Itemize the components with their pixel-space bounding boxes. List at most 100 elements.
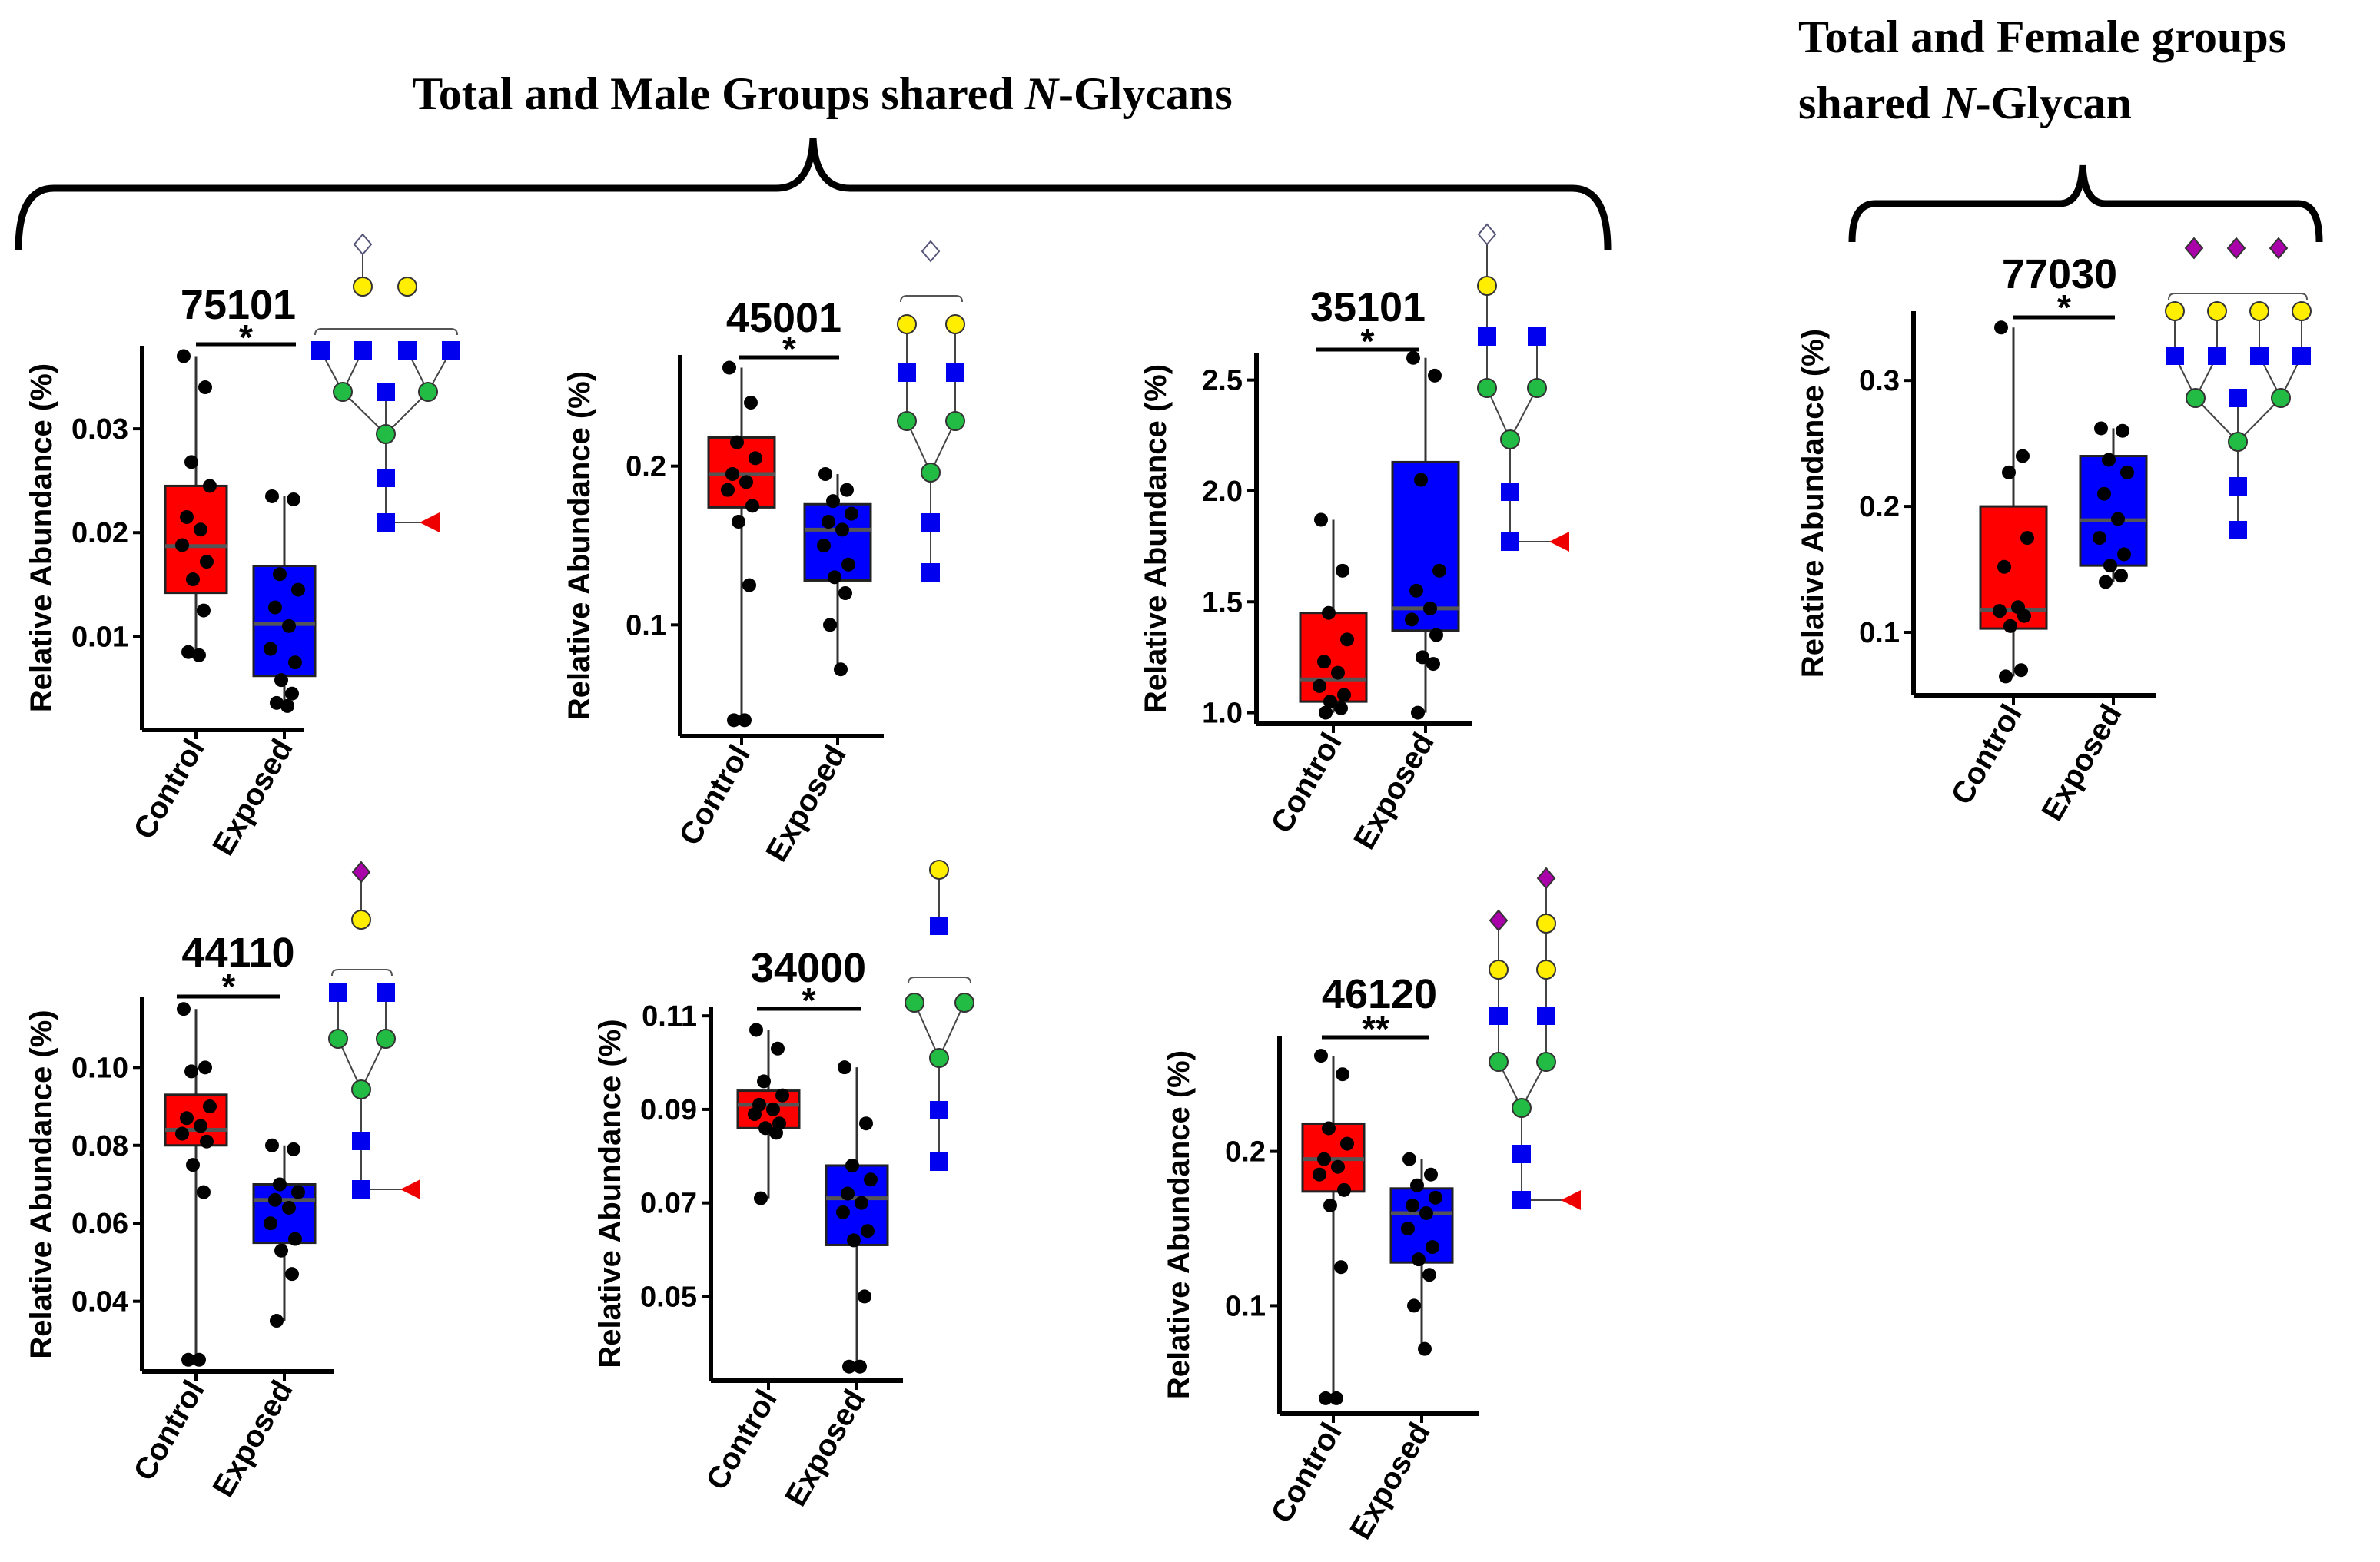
control-data-point xyxy=(1314,512,1328,527)
x-tick-label-exposed: Exposed xyxy=(206,1375,299,1503)
exposed-data-point xyxy=(2093,531,2106,546)
mannose-circle xyxy=(929,1048,949,1068)
exposed-data-point xyxy=(1419,1205,1433,1220)
galactose-circle xyxy=(351,910,371,930)
control-data-point xyxy=(1334,1260,1348,1275)
control-data-point xyxy=(2003,618,2017,633)
glcnac-square xyxy=(377,383,395,401)
plot-title: 44110 xyxy=(181,930,294,976)
male-groups-header: Total and Male Groups shared N-Glycans xyxy=(412,68,1232,119)
exposed-data-point xyxy=(1401,1222,1415,1236)
exposed-box xyxy=(252,1183,317,1245)
exposed-data-point xyxy=(1406,350,1420,365)
glcnac-square xyxy=(2250,347,2269,365)
mannose-circle xyxy=(351,1079,371,1099)
x-tick-label-control: Control xyxy=(1265,728,1349,839)
control-data-point xyxy=(181,1352,195,1367)
y-tick-label: 0.07 xyxy=(640,1188,697,1220)
control-data-point xyxy=(1313,1167,1326,1182)
glcnac-square xyxy=(311,341,330,360)
control-data-point xyxy=(1337,688,1351,702)
male-groups-brace xyxy=(15,138,1612,250)
control-data-point xyxy=(738,713,752,728)
control-data-point xyxy=(180,509,194,524)
mannose-circle xyxy=(945,411,965,431)
control-data-point xyxy=(198,1060,212,1075)
glcnac-square xyxy=(930,1101,948,1119)
exposed-data-point xyxy=(2102,453,2116,467)
control-data-point xyxy=(1323,695,1337,709)
control-data-point xyxy=(1322,1121,1336,1136)
exposed-data-point xyxy=(1423,601,1437,615)
galactose-circle xyxy=(1536,960,1556,980)
plot-title: 35101 xyxy=(1310,284,1426,330)
x-tick-label-exposed: Exposed xyxy=(206,734,299,861)
exposed-data-point xyxy=(265,489,279,503)
plot-title: 34000 xyxy=(751,945,866,991)
control-data-point xyxy=(200,1134,214,1149)
control-data-point xyxy=(1314,1049,1328,1063)
glcnac-square xyxy=(2208,347,2226,365)
exposed-data-point xyxy=(2097,486,2111,501)
control-data-point xyxy=(730,435,744,449)
y-tick-label: 0.09 xyxy=(640,1094,697,1126)
control-box xyxy=(164,1093,228,1147)
control-data-point xyxy=(180,1111,194,1126)
control-data-point xyxy=(1340,1136,1354,1151)
exposed-data-point xyxy=(273,567,287,582)
glycan-bracket xyxy=(331,969,393,977)
female-groups-header-line2: shared N-Glycan xyxy=(1798,78,2132,128)
control-data-point xyxy=(745,499,759,513)
plot-title: 46120 xyxy=(1322,971,1437,1017)
glycan-structure-77030 xyxy=(2165,237,2312,539)
control-data-point xyxy=(175,1126,189,1141)
control-data-point xyxy=(2016,449,2030,463)
control-data-point xyxy=(769,1126,783,1140)
exposed-data-point xyxy=(1412,1252,1426,1267)
control-data-point xyxy=(175,538,189,552)
exposed-data-point xyxy=(818,467,832,481)
control-data-point xyxy=(1340,632,1354,647)
boxplot-35101: 1.0 1.5 2.0 2.5 Relative Abundance (%) 35101*… xyxy=(1139,284,1472,855)
plot-title: 77030 xyxy=(2002,251,2117,297)
glcnac-square xyxy=(1489,1007,1508,1025)
control-data-point xyxy=(749,451,762,466)
control-data-point xyxy=(1331,1159,1345,1174)
mannose-circle xyxy=(328,1029,348,1049)
exposed-data-point xyxy=(835,522,849,537)
exposed-data-point xyxy=(2117,547,2131,562)
sialic-acid-diamond xyxy=(1536,867,1556,890)
boxplot-44110: 0.04 0.06 0.08 0.10 Relative Abundance (%) 44… xyxy=(25,930,334,1503)
y-tick-label: 0.11 xyxy=(642,1000,697,1033)
y-tick-label: 2.5 xyxy=(1202,365,1243,397)
glycan-link xyxy=(2195,397,2239,443)
boxplot-75101: 0.01 0.02 0.03 Relative Abundance (%) 75101*… xyxy=(25,282,317,861)
y-tick-label: 0.03 xyxy=(71,413,128,446)
exposed-data-point xyxy=(1406,1198,1419,1212)
exposed-data-point xyxy=(1414,473,1428,487)
control-data-point xyxy=(1319,705,1333,720)
control-data-point xyxy=(2017,609,2031,623)
exposed-data-point xyxy=(280,698,294,713)
y-tick-label: 0.01 xyxy=(71,621,128,653)
y-tick-label: 0.1 xyxy=(1859,617,1900,649)
glycan-link xyxy=(2237,397,2282,443)
exposed-data-point xyxy=(864,1172,878,1187)
fucose-triangle xyxy=(400,1179,420,1199)
exposed-data-point xyxy=(817,539,831,552)
galactose-circle xyxy=(897,314,917,334)
mannose-circle xyxy=(376,1029,396,1049)
galactose-circle xyxy=(2207,301,2227,321)
galactose-circle xyxy=(929,860,949,880)
exposed-data-point xyxy=(845,1158,859,1172)
exposed-data-point xyxy=(1418,1341,1432,1356)
exposed-data-point xyxy=(1426,1240,1439,1255)
glycan-structure-45001 xyxy=(897,240,965,582)
glcnac-square xyxy=(1528,327,1546,346)
y-axis-label: Relative Abundance (%) xyxy=(1139,364,1173,713)
y-tick-label: 0.08 xyxy=(71,1130,128,1162)
control-data-point xyxy=(2014,663,2028,678)
plot-title: 45001 xyxy=(726,295,841,341)
control-data-point xyxy=(754,1191,768,1205)
